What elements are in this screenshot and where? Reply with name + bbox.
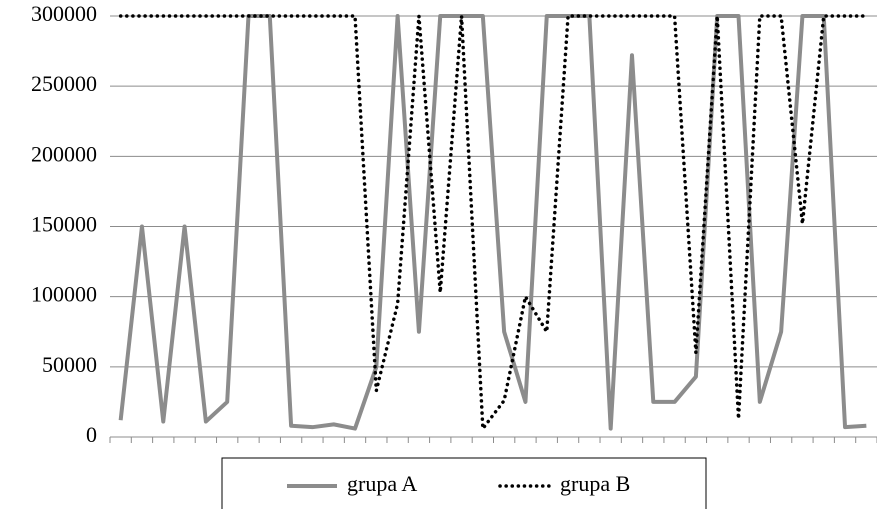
legend-label: grupa B <box>560 471 630 496</box>
legend-label: grupa A <box>347 471 417 496</box>
y-tick-label: 50000 <box>42 352 97 377</box>
y-tick-label: 300000 <box>31 1 97 26</box>
legend-box <box>221 457 707 509</box>
y-tick-label: 0 <box>86 422 97 447</box>
y-tick-label: 200000 <box>31 141 97 166</box>
y-tick-label: 150000 <box>31 212 97 237</box>
y-tick-label: 100000 <box>31 282 97 307</box>
y-tick-label: 250000 <box>31 71 97 96</box>
series-line <box>118 14 867 431</box>
